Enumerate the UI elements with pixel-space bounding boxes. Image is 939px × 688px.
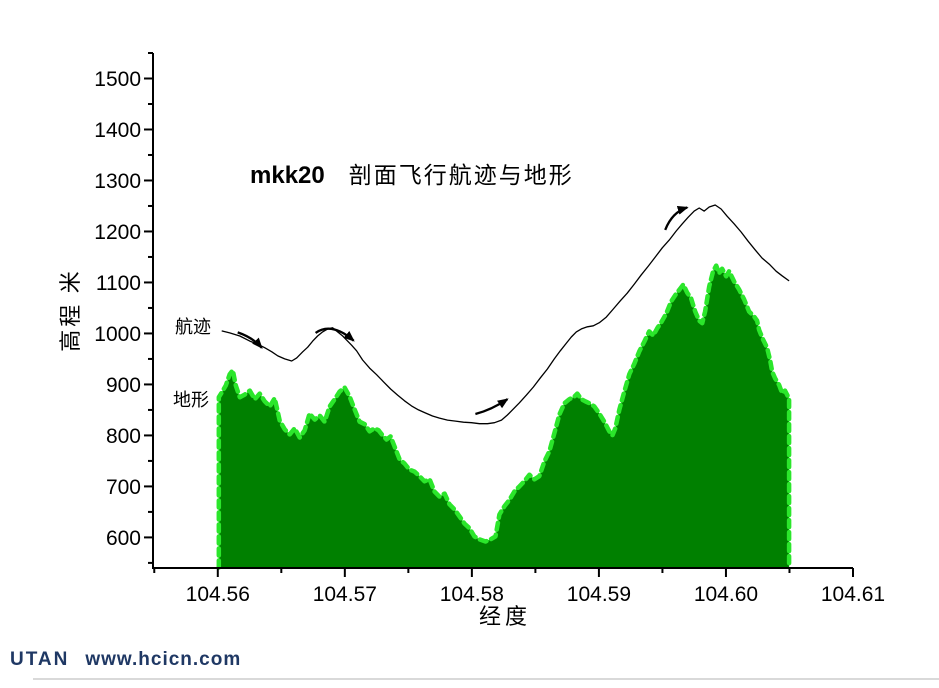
y-tick-label: 1500	[94, 68, 141, 91]
x-tick-label: 104.58	[440, 583, 504, 606]
x-tick-label: 104.59	[567, 583, 631, 606]
flight-direction-arrow	[237, 331, 263, 349]
terrain-edge	[216, 263, 792, 570]
axes	[144, 52, 854, 577]
y-tick-label: 1400	[94, 119, 141, 142]
x-tick-label: 104.56	[186, 583, 250, 606]
axis-lines	[152, 53, 853, 569]
chart-title-id: mkk20	[250, 162, 325, 189]
terrain-series	[216, 263, 792, 570]
y-tick-label: 600	[106, 527, 141, 550]
terrain-series-label: 地形	[173, 390, 209, 410]
watermark-url: www.hcicn.com	[85, 649, 242, 670]
footer-divider	[33, 678, 939, 680]
flight-direction-arrow	[664, 205, 689, 231]
watermark: UTAN www.hcicn.com	[10, 649, 241, 671]
flight-path-line	[221, 204, 790, 425]
chart-title: mkk20 剖面飞行航迹与地形	[250, 156, 574, 190]
y-tick-label: 800	[106, 425, 141, 448]
y-tick-label: 700	[106, 476, 141, 499]
x-axis-title: 经度	[478, 604, 532, 629]
flight-direction-arrow	[314, 327, 355, 342]
tick-labels: 600 700 800 900 1000 1100 1200 1300 1400 1500 104.…	[94, 68, 885, 606]
y-axis-title: 高程 米	[58, 268, 83, 352]
chart-title-text: 剖面飞行航迹与地形	[348, 163, 574, 188]
x-tick-label: 104.60	[694, 583, 758, 606]
y-tick-label: 1100	[96, 272, 141, 295]
direction-arrows	[237, 205, 689, 416]
flight-track-series	[221, 204, 790, 425]
y-tick-label: 1200	[94, 221, 141, 244]
y-tick-label: 1000	[94, 323, 141, 346]
x-tick-label: 104.61	[821, 583, 885, 606]
track-series-label: 航迹	[175, 317, 211, 337]
watermark-brand: UTAN	[10, 649, 70, 670]
y-tick-label: 900	[106, 374, 141, 397]
y-tick-label: 1300	[94, 170, 141, 193]
flight-direction-arrow	[475, 398, 509, 416]
x-tick-label: 104.57	[313, 583, 377, 606]
